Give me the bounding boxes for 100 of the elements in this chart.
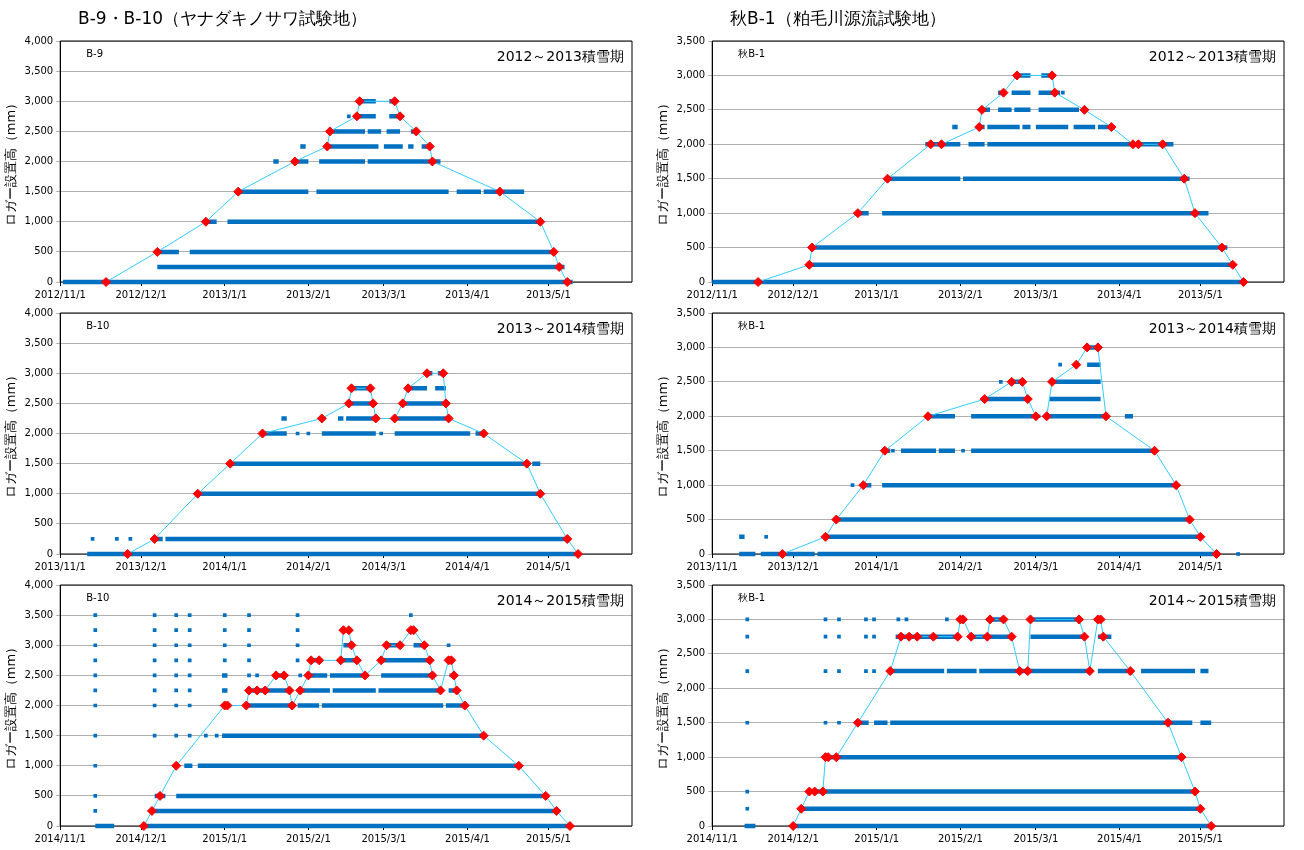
y-tick-label: 0 — [698, 275, 706, 287]
y-tick-label: 2,000 — [676, 137, 706, 149]
annotation: 2014～2015積雪期 — [1148, 591, 1276, 608]
y-tick-label: 3,500 — [676, 34, 706, 46]
x-tick-label: 2014/5/1 — [525, 560, 571, 572]
annotation: 2014～2015積雪期 — [496, 591, 624, 608]
x-tick-label: 2013/3/1 — [1013, 288, 1059, 300]
x-tick-label: 2013/2/1 — [937, 288, 983, 300]
x-tick-label: 2013/12/1 — [115, 560, 167, 572]
x-tick-label: 2012/12/1 — [115, 288, 167, 300]
x-tick-label: 2014/5/1 — [1177, 560, 1223, 572]
y-tick-label: 3,000 — [24, 638, 54, 650]
y-tick-label: 0 — [46, 275, 54, 287]
y-tick-label: 4,000 — [24, 34, 54, 46]
y-tick-label: 1,500 — [24, 457, 54, 469]
x-tick-label: 2014/12/1 — [115, 832, 167, 844]
y-tick-label: 1,500 — [676, 716, 706, 728]
y-tick-label: 3,500 — [676, 306, 706, 318]
x-tick-label: 2014/4/1 — [1097, 560, 1142, 572]
y-tick-label: 500 — [34, 517, 54, 529]
y-tick-label: 2,000 — [24, 699, 54, 711]
x-tick-label: 2013/11/1 — [686, 560, 738, 572]
x-tick-label: 2015/1/1 — [854, 832, 900, 844]
x-tick-label: 2013/2/1 — [285, 288, 331, 300]
x-tick-label: 2014/1/1 — [854, 560, 900, 572]
y-tick-label: 500 — [686, 513, 706, 525]
y-tick-label: 3,500 — [24, 608, 54, 620]
y-tick-label: 1,000 — [676, 206, 706, 218]
y-tick-label: 3,500 — [24, 336, 54, 348]
x-tick-label: 2013/3/1 — [361, 288, 407, 300]
y-tick-label: 1,000 — [676, 478, 706, 490]
x-tick-label: 2015/4/1 — [445, 832, 490, 844]
y-tick-label: 3,000 — [676, 69, 706, 81]
y-tick-label: 1,000 — [676, 750, 706, 762]
annotation: B-10 — [86, 319, 110, 331]
y-tick-label: 1,000 — [24, 487, 54, 499]
annotation: 秋B-1 — [738, 591, 766, 603]
y-axis-title: ロガー設置高（mm） — [3, 96, 19, 227]
x-tick-label: 2015/2/1 — [285, 832, 331, 844]
x-tick-label: 2012/11/1 — [686, 288, 738, 300]
y-tick-label: 2,500 — [676, 647, 706, 659]
y-tick-label: 2,000 — [24, 155, 54, 167]
annotation: 2012～2013積雪期 — [1148, 47, 1276, 64]
y-axis-title: ロガー設置高（mm） — [655, 368, 671, 499]
y-tick-label: 4,000 — [24, 306, 54, 318]
x-tick-label: 2014/3/1 — [1013, 560, 1059, 572]
annotation: 秋B-1 — [738, 319, 766, 331]
y-tick-label: 4,000 — [24, 578, 54, 590]
x-tick-label: 2012/11/1 — [34, 288, 86, 300]
x-tick-label: 2015/3/1 — [1013, 832, 1059, 844]
y-tick-label: 0 — [698, 819, 706, 831]
y-tick-label: 1,000 — [24, 759, 54, 771]
x-tick-label: 2013/12/1 — [767, 560, 819, 572]
annotation: 2012～2013積雪期 — [496, 47, 624, 64]
y-tick-label: 1,500 — [24, 185, 54, 197]
y-tick-label: 0 — [46, 547, 54, 559]
chart-title: 秋B-1（粕毛川源流試験地） — [729, 7, 947, 30]
x-tick-label: 2013/5/1 — [525, 288, 571, 300]
y-tick-label: 500 — [34, 245, 54, 257]
annotation: 秋B-1 — [738, 47, 766, 59]
y-tick-label: 2,500 — [24, 668, 54, 680]
y-tick-label: 1,500 — [676, 444, 706, 456]
y-axis-title: ロガー設置高（mm） — [3, 640, 19, 771]
y-axis-title: ロガー設置高（mm） — [3, 368, 19, 499]
x-tick-label: 2012/12/1 — [767, 288, 819, 300]
y-tick-label: 2,000 — [676, 409, 706, 421]
x-tick-label: 2014/3/1 — [361, 560, 407, 572]
y-tick-label: 2,500 — [24, 124, 54, 136]
x-tick-label: 2015/1/1 — [202, 832, 248, 844]
x-tick-label: 2014/12/1 — [767, 832, 819, 844]
chart-title: B-9・B-10（ヤナダキノサワ試験地） — [77, 7, 369, 30]
y-tick-label: 500 — [686, 785, 706, 797]
annotation: 2013～2014積雪期 — [496, 319, 624, 336]
x-tick-label: 2015/2/1 — [937, 832, 983, 844]
x-tick-label: 2014/2/1 — [937, 560, 983, 572]
y-tick-label: 1,500 — [24, 729, 54, 741]
x-tick-label: 2015/5/1 — [525, 832, 571, 844]
y-tick-label: 500 — [686, 241, 706, 253]
y-axis-title: ロガー設置高（mm） — [655, 96, 671, 227]
y-tick-label: 2,000 — [24, 427, 54, 439]
annotation: B-9 — [86, 47, 104, 59]
y-axis-title: ロガー設置高（mm） — [655, 640, 671, 771]
x-tick-label: 2013/11/1 — [34, 560, 86, 572]
y-tick-label: 1,500 — [676, 172, 706, 184]
x-tick-label: 2015/3/1 — [361, 832, 407, 844]
x-tick-label: 2014/2/1 — [285, 560, 331, 572]
x-tick-label: 2015/5/1 — [1177, 832, 1223, 844]
y-tick-label: 2,500 — [676, 375, 706, 387]
annotation: B-10 — [86, 591, 110, 603]
y-tick-label: 2,500 — [676, 103, 706, 115]
y-tick-label: 0 — [698, 547, 706, 559]
annotation: 2013～2014積雪期 — [1148, 319, 1276, 336]
x-tick-label: 2015/4/1 — [1097, 832, 1142, 844]
x-tick-label: 2013/1/1 — [202, 288, 248, 300]
y-tick-label: 3,000 — [24, 366, 54, 378]
y-tick-label: 0 — [46, 819, 54, 831]
x-tick-label: 2013/4/1 — [1097, 288, 1142, 300]
y-tick-label: 3,500 — [676, 578, 706, 590]
x-tick-label: 2014/11/1 — [34, 832, 86, 844]
y-tick-label: 2,500 — [24, 396, 54, 408]
